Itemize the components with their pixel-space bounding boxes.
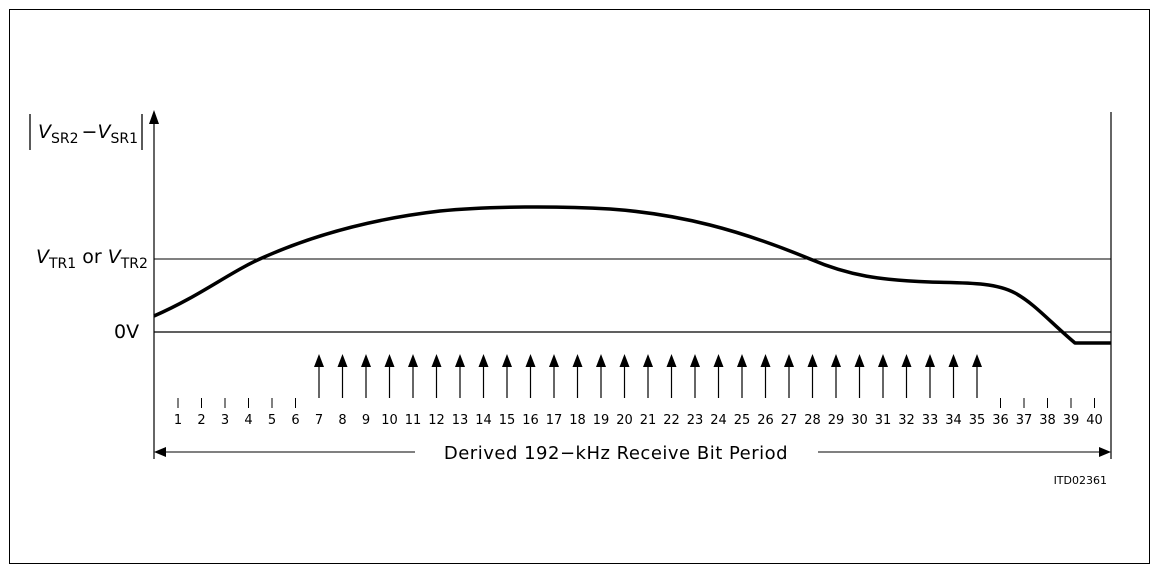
y-axis-label: VSR2 −VSR1 <box>38 121 138 147</box>
sample-number-8: 8 <box>338 413 346 428</box>
sample-number-25: 25 <box>734 413 751 428</box>
diagram-frame <box>9 9 1150 564</box>
sample-arrow-head-32 <box>901 354 912 367</box>
sample-number-30: 30 <box>851 413 868 428</box>
sample-number-5: 5 <box>268 413 276 428</box>
sample-arrow-head-10 <box>384 354 395 367</box>
sample-arrow-head-21 <box>643 354 653 367</box>
sample-number-33: 33 <box>922 413 939 428</box>
sample-number-36: 36 <box>992 413 1009 428</box>
sample-arrow-head-9 <box>361 354 371 367</box>
sample-arrow-head-22 <box>666 354 677 367</box>
signal-curve <box>153 205 1111 345</box>
sample-number-31: 31 <box>875 413 892 428</box>
sample-arrow-head-31 <box>878 354 888 367</box>
sample-positions-group: 1 2 3 4 5 6 7 8 9 10 11 12 13 14 15 16 17 18 19 20 21 22 23 24 2… <box>174 354 1103 428</box>
sample-number-39: 39 <box>1063 413 1080 428</box>
sample-arrow-head-27 <box>784 354 794 367</box>
sample-arrow-head-17 <box>549 354 559 367</box>
sample-arrow-head-14 <box>478 354 489 367</box>
sample-arrow-head-15 <box>502 354 512 367</box>
sample-number-16: 16 <box>522 413 539 428</box>
bit-period-arrow-left <box>154 447 166 457</box>
sample-arrow-head-35 <box>972 354 982 367</box>
sample-arrow-head-34 <box>948 354 959 367</box>
sample-arrow-head-33 <box>925 354 935 367</box>
sample-arrow-head-24 <box>713 354 724 367</box>
sample-number-27: 27 <box>781 413 798 428</box>
sample-number-13: 13 <box>452 413 469 428</box>
sample-number-20: 20 <box>616 413 633 428</box>
bit-period-label: Derived 192−kHz Receive Bit Period <box>444 443 788 464</box>
sample-number-11: 11 <box>405 413 422 428</box>
sample-arrow-head-20 <box>619 354 630 367</box>
sample-number-23: 23 <box>687 413 704 428</box>
sample-number-37: 37 <box>1016 413 1033 428</box>
sample-number-17: 17 <box>546 413 563 428</box>
sample-number-26: 26 <box>757 413 774 428</box>
sample-number-32: 32 <box>898 413 915 428</box>
sample-number-34: 34 <box>945 413 962 428</box>
sample-arrow-head-16 <box>525 354 536 367</box>
sample-arrow-head-12 <box>431 354 442 367</box>
sample-number-29: 29 <box>828 413 845 428</box>
sample-arrow-head-13 <box>455 354 465 367</box>
sample-arrow-head-18 <box>572 354 583 367</box>
sample-arrow-head-29 <box>831 354 841 367</box>
sample-arrow-head-23 <box>690 354 700 367</box>
sample-number-7: 7 <box>315 413 323 428</box>
sample-arrow-head-25 <box>737 354 747 367</box>
sample-number-18: 18 <box>569 413 586 428</box>
sample-number-40: 40 <box>1086 413 1103 428</box>
sample-number-10: 10 <box>381 413 398 428</box>
zero-level-label: 0V <box>114 321 139 343</box>
sample-arrow-head-30 <box>854 354 865 367</box>
sample-number-4: 4 <box>244 413 252 428</box>
sample-arrow-head-19 <box>596 354 606 367</box>
sample-number-12: 12 <box>428 413 445 428</box>
bit-period-arrow-right <box>1099 447 1111 457</box>
sample-number-9: 9 <box>362 413 370 428</box>
sample-number-24: 24 <box>710 413 727 428</box>
sample-number-19: 19 <box>593 413 610 428</box>
sample-arrow-head-7 <box>314 354 324 367</box>
figure-code: ITD02361 <box>1054 474 1107 487</box>
sample-arrow-head-11 <box>408 354 418 367</box>
sample-number-14: 14 <box>475 413 492 428</box>
sample-number-22: 22 <box>663 413 680 428</box>
sample-number-3: 3 <box>221 413 229 428</box>
sample-number-1: 1 <box>174 413 182 428</box>
sample-number-2: 2 <box>197 413 205 428</box>
sample-number-35: 35 <box>969 413 986 428</box>
sample-arrow-head-28 <box>807 354 818 367</box>
sample-arrow-head-26 <box>760 354 771 367</box>
sample-number-6: 6 <box>291 413 299 428</box>
sample-arrow-head-8 <box>337 354 348 367</box>
threshold-label: VTR1 or VTR2 <box>36 246 148 272</box>
y-axis-arrowhead <box>149 110 159 124</box>
sample-number-38: 38 <box>1039 413 1056 428</box>
sample-number-28: 28 <box>804 413 821 428</box>
sample-number-21: 21 <box>640 413 657 428</box>
sample-number-15: 15 <box>499 413 516 428</box>
